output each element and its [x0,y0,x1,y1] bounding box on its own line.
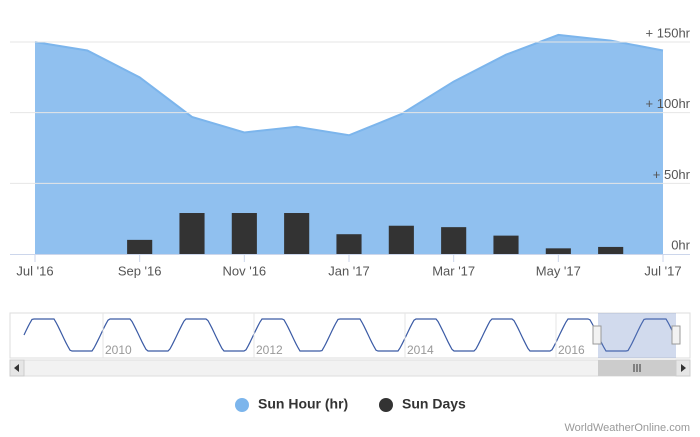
x-tick-label: Mar '17 [432,263,475,278]
scrollbar-track[interactable] [9,359,691,377]
navigator-label: 2016 [558,343,585,357]
bar [441,227,467,254]
arrow-icon [14,364,19,372]
navigator-label: 2010 [105,343,132,357]
legend: Sun Hour (hr) Sun Days [235,396,466,412]
grip-icon [633,364,641,372]
navigator-handle[interactable] [592,325,602,345]
x-tick-label: Jan '17 [328,263,370,278]
bar [598,246,624,254]
area [35,34,663,254]
bar [284,213,310,254]
bar [545,248,571,254]
navigator-selection[interactable] [598,313,676,358]
bar [493,235,519,254]
bar [179,213,205,254]
x-tick-label: May '17 [536,263,581,278]
bar [127,239,153,254]
navigator: 2010 2012 2014 2016 [9,312,691,377]
y-tick-label: 0hr [671,237,690,252]
bar [231,213,257,254]
credit[interactable]: WorldWeatherOnline.com [564,422,690,434]
legend-marker[interactable] [379,398,393,412]
y-tick-label: + 50hr [653,167,691,182]
navigator-frame [9,312,691,359]
legend-label[interactable]: Sun Hour (hr) [258,396,348,412]
navigator-label: 2014 [407,343,434,357]
bar [336,234,362,254]
y-tick-label: + 100hr [646,96,691,111]
y-tick-label: + 150hr [646,25,691,40]
bar [388,225,414,254]
x-tick-label: Jul '16 [16,263,53,278]
navigator-label: 2012 [256,343,283,357]
x-tick-label: Nov '16 [222,263,266,278]
plot-area: 0hr + 50hr + 100hr + 150hr Jul '16 Sep '16 Nov… [10,25,691,278]
x-tick-label: Jul '17 [644,263,681,278]
arrow-icon [681,364,686,372]
legend-label[interactable]: Sun Days [402,396,466,412]
navigator-line [23,318,677,352]
area-line [34,33,664,137]
x-tick-label: Sep '16 [118,263,162,278]
navigator-handle[interactable] [671,325,681,345]
legend-marker[interactable] [235,398,249,412]
